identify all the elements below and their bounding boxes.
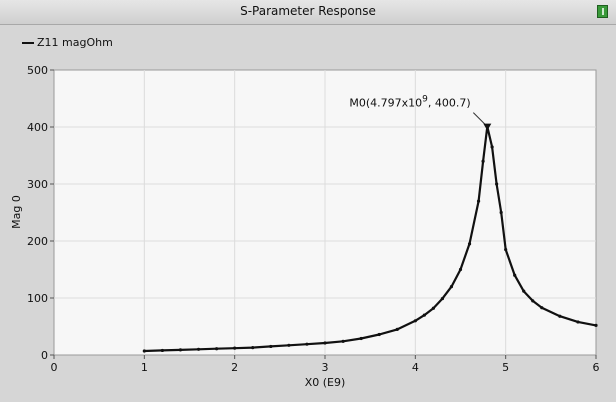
legend-line-swatch xyxy=(22,42,34,44)
marker-label: M0(4.797x109, 400.7) xyxy=(349,95,470,110)
legend-label: Z11 magOhm xyxy=(37,36,113,49)
marker-annotation: M0(4.797x109, 400.7) xyxy=(349,95,492,131)
data-point xyxy=(196,347,201,351)
x-tick-label: 1 xyxy=(141,361,148,374)
x-tick-label: 5 xyxy=(502,361,509,374)
data-point xyxy=(513,273,517,277)
data-point xyxy=(305,342,309,346)
data-point xyxy=(576,320,580,324)
series-group xyxy=(142,125,598,353)
data-point xyxy=(395,327,399,331)
window-title: S-Parameter Response xyxy=(240,4,376,18)
legend: Z11 magOhm xyxy=(22,36,113,49)
series-line-z11 xyxy=(144,125,597,353)
x-tick-label: 4 xyxy=(412,361,419,374)
data-point xyxy=(522,289,526,293)
y-tick-label: 100 xyxy=(27,292,48,305)
x-axis-label: X0 (E9) xyxy=(305,376,346,389)
marker-icon[interactable] xyxy=(483,123,492,131)
data-point xyxy=(499,210,503,215)
data-point xyxy=(287,343,291,347)
data-point xyxy=(540,306,544,310)
data-point xyxy=(531,299,535,303)
x-tick-label: 0 xyxy=(51,361,58,374)
data-point xyxy=(558,314,562,318)
data-point xyxy=(142,349,146,353)
x-tick-label: 6 xyxy=(593,361,600,374)
status-indicator-icon[interactable] xyxy=(597,5,608,18)
data-point xyxy=(422,313,426,317)
data-point xyxy=(449,285,454,289)
data-point xyxy=(341,339,345,343)
y-tick-label: 300 xyxy=(27,178,48,191)
data-point xyxy=(431,306,435,310)
data-point xyxy=(467,242,472,246)
data-point xyxy=(251,345,255,350)
y-tick-label: 200 xyxy=(27,235,48,248)
data-point xyxy=(594,323,598,327)
x-tick-label: 2 xyxy=(231,361,238,374)
data-point xyxy=(269,344,273,349)
data-point xyxy=(458,267,463,272)
data-point xyxy=(504,247,508,252)
data-point xyxy=(476,199,481,203)
y-tick-label: 500 xyxy=(27,64,48,77)
data-point xyxy=(481,159,485,163)
data-point xyxy=(490,145,494,149)
y-tick-label: 400 xyxy=(27,121,48,134)
data-point xyxy=(178,348,183,352)
data-point xyxy=(215,347,219,351)
y-axis-label: Mag 0 xyxy=(10,195,23,229)
data-point xyxy=(233,346,237,350)
title-bar: S-Parameter Response xyxy=(0,0,616,25)
data-point xyxy=(495,182,499,186)
x-tick-label: 3 xyxy=(322,361,329,374)
data-point xyxy=(440,296,445,301)
data-point xyxy=(377,332,381,337)
data-point xyxy=(413,319,417,323)
axis-ticks: 0 1 2 3 4 5 6 0 100 200 300 400 500 xyxy=(27,64,600,374)
data-point xyxy=(160,348,164,353)
y-tick-label: 0 xyxy=(41,349,48,362)
data-point xyxy=(323,341,327,345)
data-point xyxy=(359,336,363,341)
